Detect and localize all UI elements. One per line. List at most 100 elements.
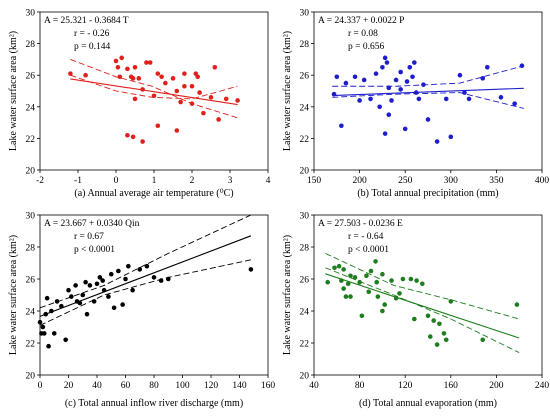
data-point bbox=[384, 60, 390, 65]
data-point bbox=[132, 65, 138, 70]
x-tick-label: 120 bbox=[204, 381, 219, 391]
data-point bbox=[361, 77, 367, 83]
y-tick-label: 24 bbox=[300, 103, 310, 113]
x-tick-label: 150 bbox=[307, 176, 322, 186]
data-point bbox=[174, 128, 180, 133]
data-point bbox=[413, 90, 419, 95]
data-point bbox=[37, 319, 43, 325]
data-point bbox=[404, 79, 410, 84]
data-point bbox=[357, 279, 362, 285]
data-point bbox=[519, 63, 525, 69]
regression-equation: A = 27.503 - 0.0236 E bbox=[318, 219, 403, 229]
confidence-band-high bbox=[70, 58, 238, 119]
data-point bbox=[402, 126, 408, 132]
regression-equation: A = 24.337 + 0.0022 P bbox=[318, 16, 404, 26]
data-point bbox=[201, 110, 206, 116]
data-point bbox=[158, 278, 164, 283]
data-point bbox=[357, 98, 362, 103]
data-point bbox=[352, 74, 358, 80]
x-tick-label: 250 bbox=[398, 176, 413, 186]
correlation-r: r = - 0.64 bbox=[348, 232, 384, 242]
data-point bbox=[336, 263, 342, 269]
data-point bbox=[40, 324, 46, 330]
data-point bbox=[425, 117, 431, 122]
data-point bbox=[174, 88, 180, 94]
y-tick-label: 28 bbox=[300, 244, 310, 254]
data-point bbox=[382, 55, 388, 61]
data-point bbox=[54, 299, 60, 304]
data-point bbox=[49, 308, 54, 314]
data-point bbox=[163, 80, 168, 86]
data-point bbox=[331, 91, 337, 97]
y-tick-label: 26 bbox=[300, 276, 310, 286]
data-point bbox=[126, 263, 131, 269]
x-tick-label: 1 bbox=[152, 176, 157, 186]
panel-caption: (a) Annual average air temperature (⁰C) bbox=[74, 188, 233, 199]
regression-line bbox=[332, 87, 524, 97]
data-point bbox=[83, 72, 88, 78]
plot-frame bbox=[313, 11, 543, 171]
y-tick-label: 24 bbox=[26, 308, 36, 318]
data-point bbox=[130, 134, 136, 140]
x-tick-label: -2 bbox=[36, 176, 44, 186]
data-point bbox=[100, 278, 105, 283]
data-point bbox=[339, 123, 344, 129]
data-point bbox=[51, 331, 57, 336]
data-point bbox=[412, 316, 417, 322]
data-point bbox=[416, 96, 422, 102]
p-value: p < 0.0001 bbox=[348, 245, 389, 255]
data-point bbox=[375, 294, 381, 299]
confidence-band-low bbox=[70, 74, 238, 100]
y-tick-label: 26 bbox=[26, 276, 36, 286]
data-point bbox=[130, 76, 136, 81]
data-point bbox=[91, 299, 97, 304]
data-point bbox=[151, 275, 157, 280]
data-point bbox=[386, 85, 392, 91]
data-point bbox=[83, 279, 88, 285]
data-point bbox=[155, 71, 161, 76]
confidence-band-high bbox=[39, 214, 252, 309]
data-point bbox=[389, 278, 394, 283]
data-point bbox=[136, 76, 142, 81]
data-point bbox=[123, 276, 128, 282]
data-point bbox=[125, 66, 130, 72]
x-tick-label: 60 bbox=[121, 381, 131, 391]
data-point bbox=[44, 295, 50, 301]
regression-line bbox=[325, 273, 520, 339]
data-point bbox=[341, 267, 346, 272]
correlation-r: r = 0.08 bbox=[348, 29, 378, 39]
confidence-band-high bbox=[332, 65, 524, 87]
data-point bbox=[108, 271, 114, 277]
data-point bbox=[386, 112, 392, 117]
y-tick-label: 22 bbox=[300, 135, 310, 145]
regression-equation: A = 25.321 - 0.3684 T bbox=[44, 16, 129, 26]
data-point bbox=[115, 65, 121, 70]
data-point bbox=[66, 287, 71, 293]
data-point bbox=[87, 283, 93, 288]
data-point bbox=[216, 117, 221, 122]
x-tick-label: 160 bbox=[444, 381, 459, 391]
data-point bbox=[235, 98, 240, 103]
data-point bbox=[408, 276, 414, 282]
x-tick-label: -1 bbox=[74, 176, 82, 186]
data-point bbox=[80, 292, 86, 298]
data-point bbox=[434, 342, 440, 347]
x-tick-label: 160 bbox=[261, 381, 276, 391]
x-tick-label: 4 bbox=[266, 176, 271, 186]
x-tick-label: 2 bbox=[190, 176, 195, 186]
data-point bbox=[437, 321, 442, 327]
x-tick-label: 240 bbox=[535, 381, 550, 391]
data-point bbox=[420, 281, 425, 287]
correlation-r: r = 0.67 bbox=[74, 232, 104, 242]
panel-d: 40 80 120 160 200 240 20 22 24 26 28 30 Lake water s… bbox=[282, 212, 549, 410]
data-point bbox=[334, 74, 340, 80]
y-tick-label: 22 bbox=[300, 340, 310, 350]
data-point bbox=[421, 82, 426, 87]
data-point bbox=[343, 80, 349, 86]
x-tick-label: 400 bbox=[535, 176, 550, 186]
data-point bbox=[352, 275, 358, 280]
data-point bbox=[94, 281, 100, 287]
data-point bbox=[393, 77, 399, 83]
y-tick-label: 28 bbox=[26, 40, 36, 50]
